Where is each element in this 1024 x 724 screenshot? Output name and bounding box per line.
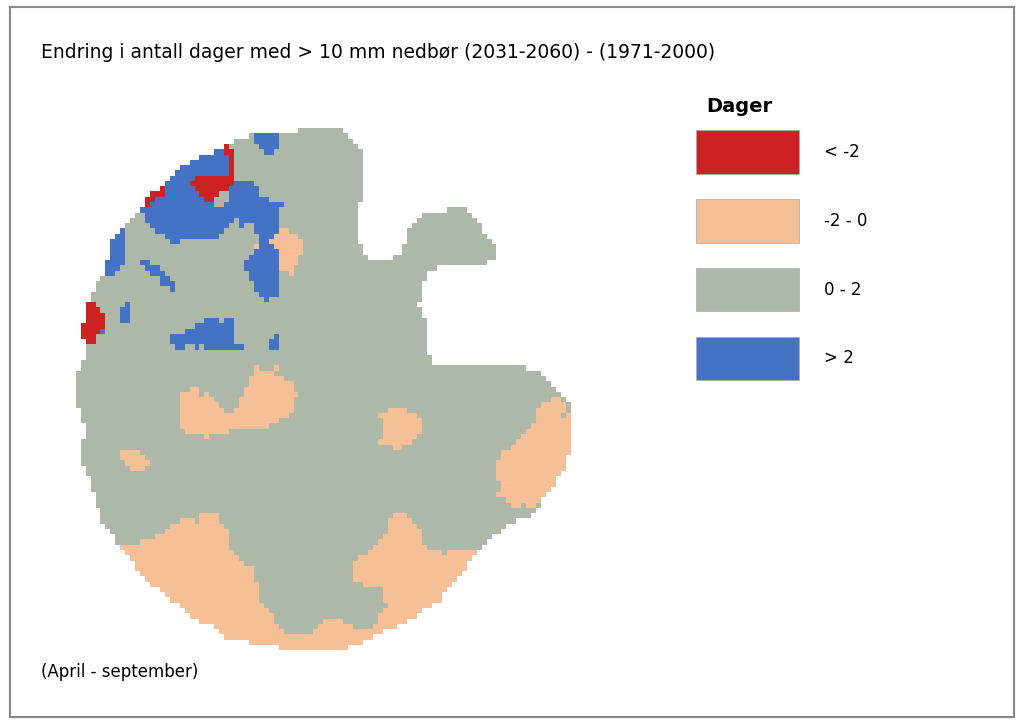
Text: < -2: < -2 bbox=[824, 143, 860, 161]
FancyBboxPatch shape bbox=[696, 268, 799, 311]
Text: Dager: Dager bbox=[707, 97, 773, 116]
Text: 0 - 2: 0 - 2 bbox=[824, 281, 862, 298]
Text: > 2: > 2 bbox=[824, 350, 854, 367]
FancyBboxPatch shape bbox=[696, 199, 799, 243]
Text: Endring i antall dager med > 10 mm nedbør (2031-2060) - (1971-2000): Endring i antall dager med > 10 mm nedbø… bbox=[41, 43, 715, 62]
FancyBboxPatch shape bbox=[696, 130, 799, 174]
Text: -2 - 0: -2 - 0 bbox=[824, 212, 867, 230]
Text: (April - september): (April - september) bbox=[41, 662, 199, 681]
FancyBboxPatch shape bbox=[696, 337, 799, 380]
